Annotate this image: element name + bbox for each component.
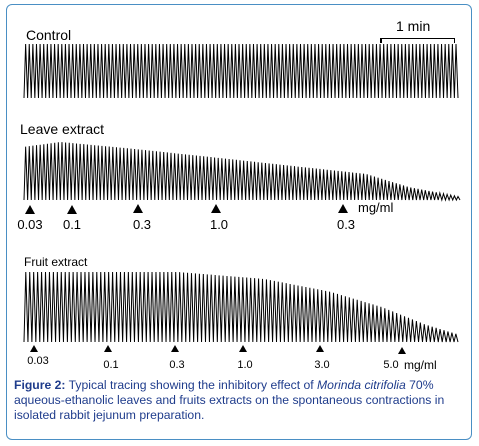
leave-dose-label-4: 1.0 bbox=[209, 217, 229, 232]
caption-text-before: Typical tracing showing the inhibitory e… bbox=[65, 378, 318, 392]
scale-bar bbox=[380, 38, 455, 43]
caption-species: Morinda citrifolia bbox=[317, 378, 406, 392]
figure-caption: Figure 2: Typical tracing showing the in… bbox=[14, 378, 462, 423]
leave-dose-marker-2 bbox=[67, 205, 77, 214]
fruit-extract-trace bbox=[23, 271, 459, 343]
fruit-dose-label-1: 0.03 bbox=[27, 355, 49, 367]
control-trace bbox=[23, 43, 459, 99]
fruit-dose-marker-1 bbox=[30, 345, 38, 352]
scale-bar-label: 1 min bbox=[396, 18, 431, 34]
fruit-dose-label-5: 3.0 bbox=[314, 359, 330, 371]
leave-unit-label: mg/ml bbox=[358, 200, 394, 215]
fruit-dose-marker-3 bbox=[171, 345, 179, 352]
leave-extract-label: Leave extract bbox=[20, 121, 105, 137]
control-label: Control bbox=[26, 27, 72, 43]
caption-label: Figure 2: bbox=[14, 378, 66, 392]
fruit-dose-label-6: 5.0 bbox=[383, 359, 399, 371]
figure-frame bbox=[6, 4, 472, 440]
fruit-extract-label: Fruit extract bbox=[24, 255, 88, 269]
leave-dose-label-3: 0.3 bbox=[132, 217, 152, 232]
leave-extract-trace bbox=[23, 142, 461, 202]
fruit-dose-marker-2 bbox=[104, 345, 112, 352]
leave-dose-label-1: 0.03 bbox=[17, 217, 43, 232]
fruit-dose-label-3: 0.3 bbox=[169, 359, 185, 371]
fruit-dose-marker-5 bbox=[316, 345, 324, 352]
leave-dose-marker-1 bbox=[25, 205, 35, 214]
fruit-dose-marker-6 bbox=[398, 347, 406, 354]
fruit-dose-label-4: 1.0 bbox=[237, 359, 253, 371]
leave-dose-label-2: 0.1 bbox=[62, 217, 82, 232]
fruit-unit-label: mg/ml bbox=[404, 358, 437, 372]
fruit-dose-marker-4 bbox=[239, 345, 247, 352]
caption-text-after: 70% aqueous-ethanolic leaves and fruits … bbox=[14, 378, 445, 422]
leave-dose-marker-3 bbox=[133, 204, 143, 213]
leave-dose-marker-4 bbox=[211, 204, 221, 213]
fruit-dose-label-2: 0.1 bbox=[103, 359, 119, 371]
leave-dose-label-5: 0.3 bbox=[336, 217, 356, 232]
leave-dose-marker-5 bbox=[338, 204, 348, 213]
